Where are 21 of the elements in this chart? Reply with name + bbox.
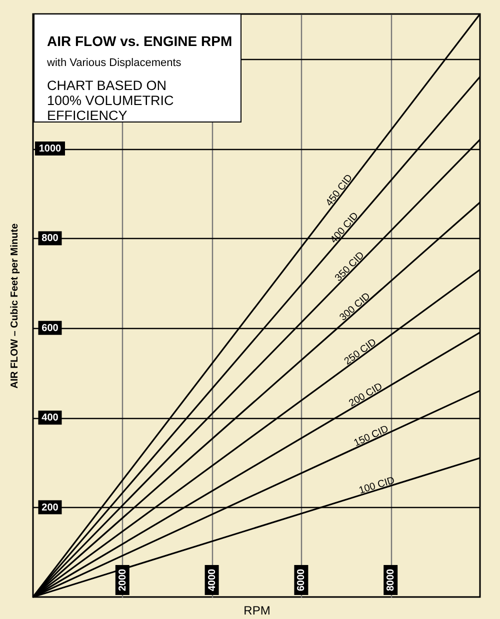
y-tick-label: 400 [42, 412, 59, 424]
x-tick-label: 2000 [117, 568, 128, 592]
x-tick-label: 6000 [296, 568, 308, 592]
y-tick-label: 200 [42, 502, 59, 514]
text: 300 CID [338, 290, 373, 324]
y-tick-label: 1000 [38, 144, 62, 155]
text: 350 CID [333, 250, 367, 284]
x-tick-label: 8000 [386, 568, 397, 592]
x-axis-title: RPM [244, 604, 270, 618]
y-axis-title: AIR FLOW – Cubic Feet per Minute [10, 223, 20, 389]
text: 450 CID [324, 172, 356, 209]
y-tick-label: 800 [42, 233, 59, 244]
text: 150 CID [352, 424, 390, 450]
text: 100 CID [358, 475, 396, 497]
text: 200 CID [347, 381, 385, 410]
annotation: CHART BASED ON 100% VOLUMETRIC EFFICIENCY [47, 78, 174, 123]
text: AIR FLOW vs. ENGINE RPM [47, 33, 232, 49]
text: 250 CID [342, 336, 379, 368]
y-tick-label: 600 [42, 322, 59, 334]
text: with Various Displacements [46, 57, 182, 69]
x-tick-label: 4000 [206, 568, 218, 592]
